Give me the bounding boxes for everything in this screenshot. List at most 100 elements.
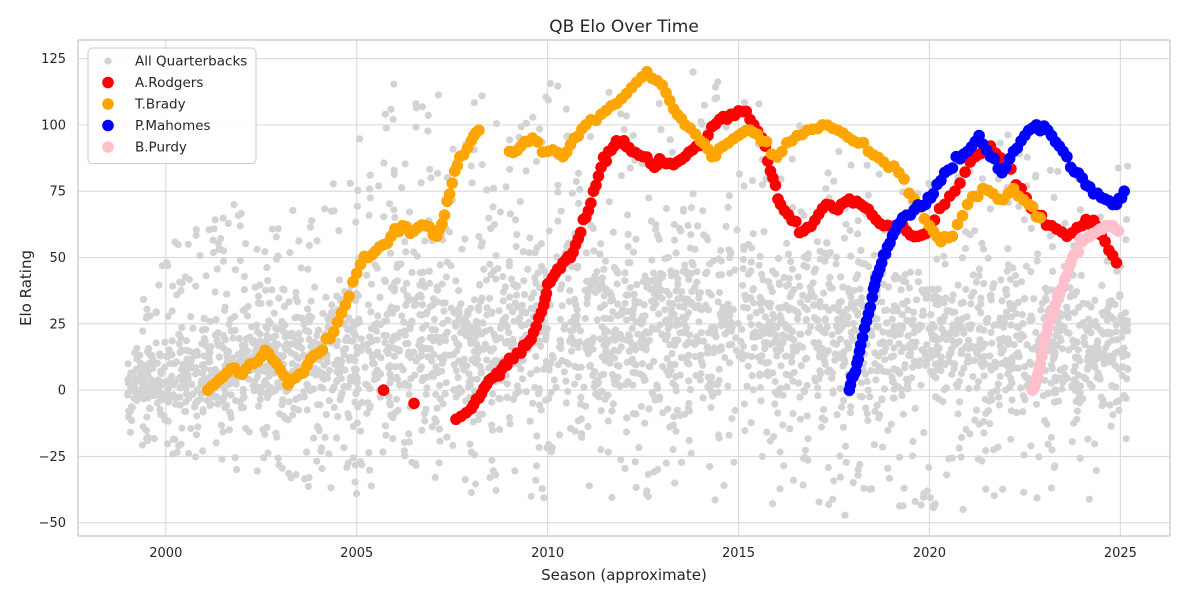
point-all-quarterbacks [1042,296,1050,304]
point-all-quarterbacks [581,314,590,323]
point-all-quarterbacks [242,335,250,343]
point-all-quarterbacks [830,477,838,485]
point-all-quarterbacks [321,205,329,213]
point-p-mahomes [1000,161,1012,174]
point-all-quarterbacks [404,297,412,305]
point-all-quarterbacks [209,236,217,244]
point-all-quarterbacks [583,338,592,346]
point-all-quarterbacks [1004,335,1012,343]
point-all-quarterbacks [685,377,693,385]
point-all-quarterbacks [562,377,570,385]
point-all-quarterbacks [126,380,134,388]
plot-frame [77,39,1171,537]
point-all-quarterbacks [724,382,732,390]
point-all-quarterbacks [310,434,318,442]
point-all-quarterbacks [1019,392,1027,400]
point-all-quarterbacks [183,366,191,374]
point-all-quarterbacks [464,320,472,328]
point-all-quarterbacks [368,353,376,361]
point-all-quarterbacks [240,286,248,294]
point-all-quarterbacks [936,316,944,324]
point-all-quarterbacks [466,376,475,384]
point-all-quarterbacks [664,331,672,339]
point-all-quarterbacks [440,307,448,315]
point-all-quarterbacks [866,393,874,401]
point-all-quarterbacks [1020,488,1028,496]
point-all-quarterbacks [891,332,899,340]
point-all-quarterbacks [511,299,519,307]
point-all-quarterbacks [609,228,617,236]
point-all-quarterbacks [574,169,583,177]
point-all-quarterbacks [950,327,958,335]
point-all-quarterbacks [749,299,758,307]
point-all-quarterbacks [532,352,540,360]
point-all-quarterbacks [1028,345,1036,353]
point-all-quarterbacks [592,274,600,282]
point-all-quarterbacks [243,312,251,320]
point-all-quarterbacks [945,358,953,366]
point-all-quarterbacks [1027,268,1035,276]
point-all-quarterbacks [692,371,700,380]
point-all-quarterbacks [418,301,427,309]
point-all-quarterbacks [711,331,720,339]
point-all-quarterbacks [192,231,200,239]
point-all-quarterbacks [971,227,979,235]
point-all-quarterbacks [417,179,425,187]
point-all-quarterbacks [199,447,207,455]
point-all-quarterbacks [740,182,748,190]
point-all-quarterbacks [671,479,679,487]
point-all-quarterbacks [605,88,613,96]
point-all-quarterbacks [274,454,282,462]
point-all-quarterbacks [708,373,716,381]
point-all-quarterbacks [1027,224,1035,232]
point-all-quarterbacks [910,329,918,337]
point-all-quarterbacks [476,280,484,289]
point-all-quarterbacks [1091,296,1099,304]
point-all-quarterbacks [707,403,715,411]
point-all-quarterbacks [185,275,194,284]
point-all-quarterbacks [127,387,135,395]
point-all-quarterbacks [568,189,577,197]
legend-marker [102,141,114,153]
point-all-quarterbacks [263,394,271,402]
point-all-quarterbacks [662,459,670,467]
point-all-quarterbacks [814,316,822,324]
point-all-quarterbacks [589,345,597,353]
y-tick-label: −25 [39,450,66,465]
point-all-quarterbacks [688,339,696,347]
point-all-quarterbacks [670,220,678,229]
point-all-quarterbacks [610,346,618,354]
point-all-quarterbacks [650,357,658,365]
point-all-quarterbacks [645,405,653,413]
point-all-quarterbacks [473,375,481,383]
point-all-quarterbacks [410,301,418,309]
point-all-quarterbacks [878,395,886,403]
point-t-brady [956,209,969,222]
point-all-quarterbacks [699,394,707,402]
point-all-quarterbacks [323,372,331,380]
point-all-quarterbacks [1019,332,1028,340]
point-all-quarterbacks [789,377,797,385]
point-all-quarterbacks [818,414,826,422]
point-all-quarterbacks [327,484,335,492]
point-a-rodgers [959,166,971,178]
point-all-quarterbacks [495,307,503,315]
point-all-quarterbacks [885,474,894,482]
point-all-quarterbacks [200,352,208,360]
point-all-quarterbacks [850,326,859,334]
point-all-quarterbacks [571,295,579,303]
point-all-quarterbacks [304,482,312,491]
point-all-quarterbacks [650,290,659,298]
point-all-quarterbacks [905,284,914,292]
point-all-quarterbacks [288,340,296,348]
point-all-quarterbacks [1050,389,1058,397]
point-all-quarterbacks [781,352,790,360]
point-all-quarterbacks [638,360,647,368]
point-all-quarterbacks [133,396,141,405]
point-all-quarterbacks [729,305,737,314]
point-all-quarterbacks [698,120,706,128]
point-all-quarterbacks [883,319,891,327]
point-all-quarterbacks [363,271,371,279]
point-all-quarterbacks [825,500,833,509]
point-all-quarterbacks [893,307,901,315]
